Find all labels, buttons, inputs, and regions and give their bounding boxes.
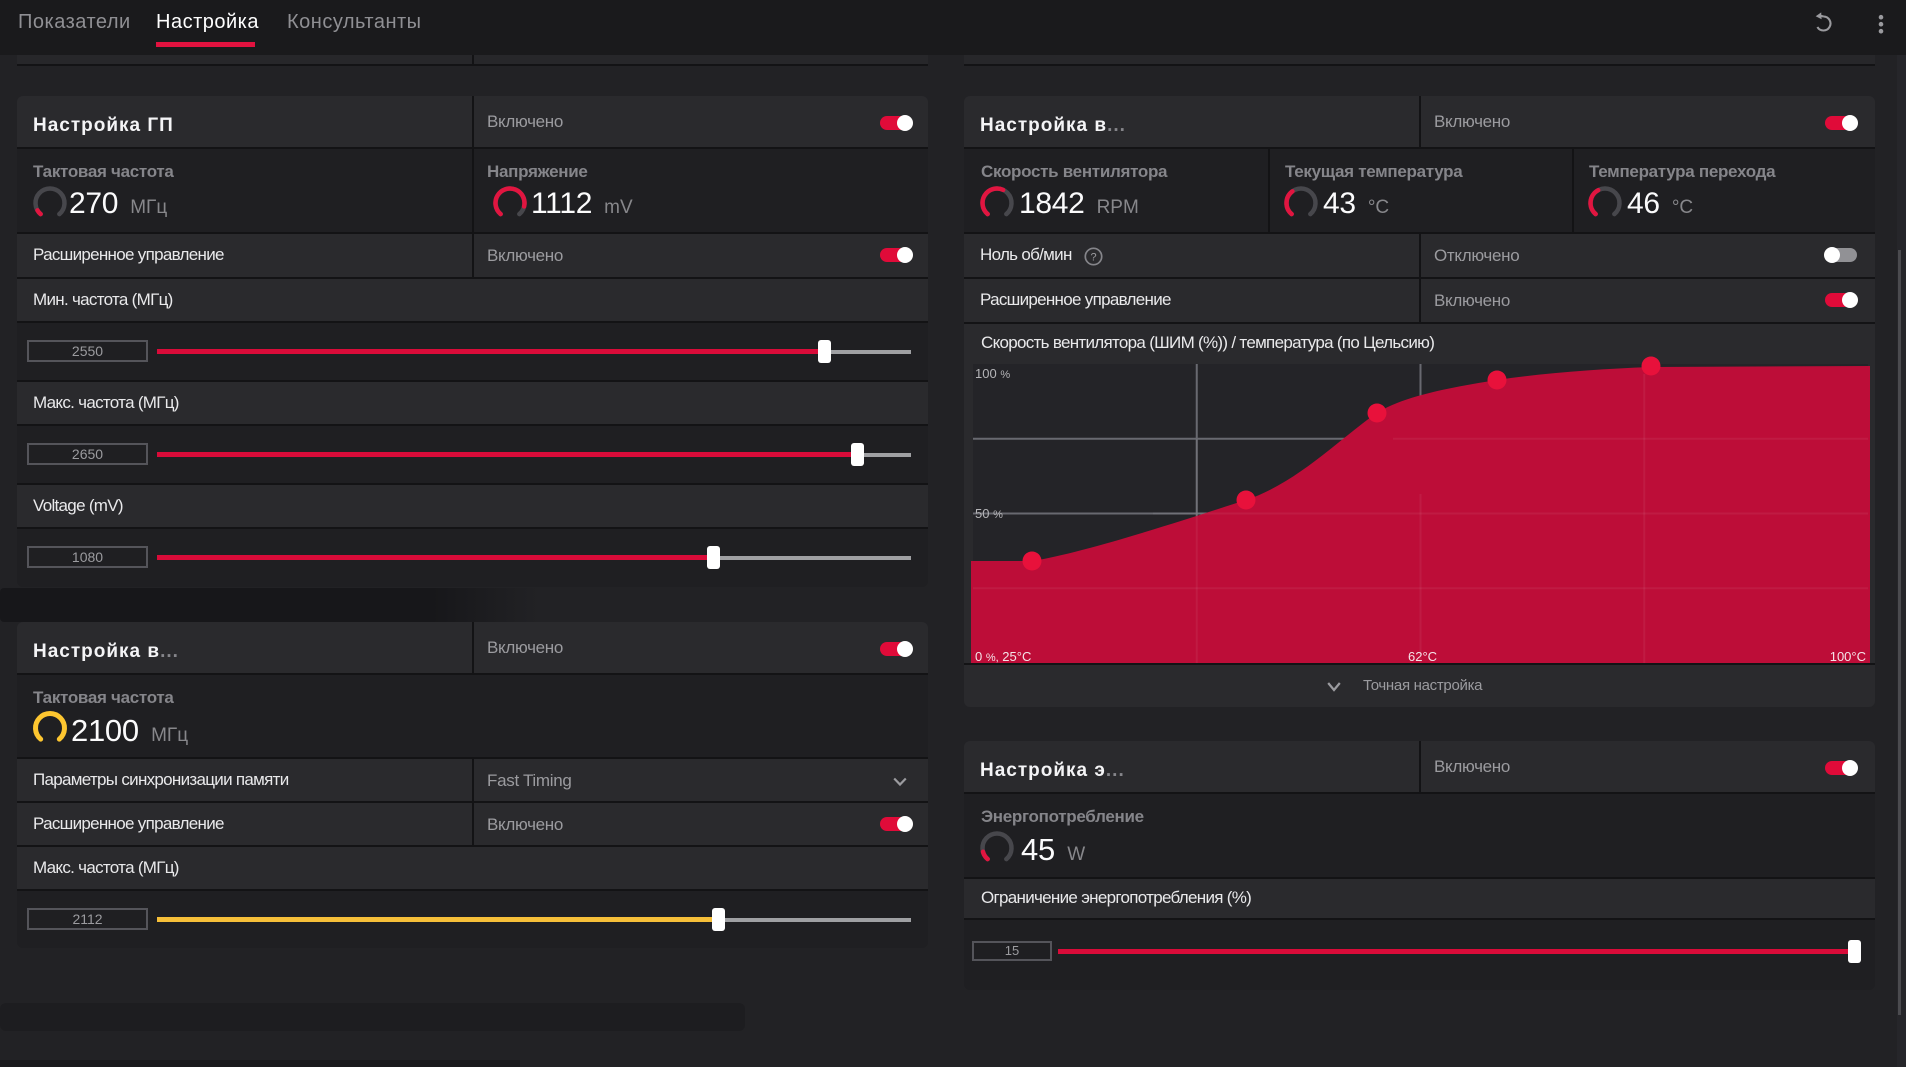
svg-text:?: ?: [1090, 251, 1096, 263]
